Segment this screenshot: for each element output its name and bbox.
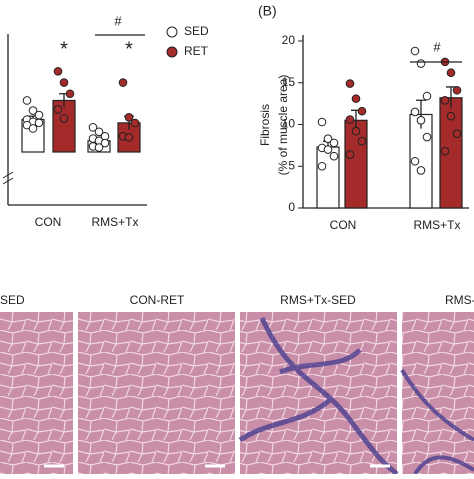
data-point [94, 143, 104, 152]
data-point [345, 79, 355, 88]
data-point [88, 123, 98, 132]
data-point [323, 134, 333, 143]
data-point [329, 138, 339, 148]
y-tick-label: 10 [282, 117, 296, 131]
data-point [317, 161, 327, 171]
data-point [446, 111, 456, 121]
data-point [357, 136, 367, 146]
panel-label: RMS- [445, 293, 474, 307]
data-point [59, 114, 69, 123]
data-point [59, 78, 69, 87]
legend-label: RET [184, 44, 209, 58]
data-point [22, 96, 32, 105]
data-point [345, 150, 355, 159]
data-point [124, 112, 134, 122]
y-axis-label: Fibrosis [258, 104, 272, 146]
panel-label: RMS+Tx-SED [280, 293, 356, 307]
y-tick-label: 15 [282, 75, 296, 89]
panel-label: SED [0, 293, 25, 307]
panel-label: CON-RET [130, 293, 185, 307]
data-point [410, 156, 420, 166]
data-point [410, 107, 420, 117]
data-point [351, 126, 361, 136]
annotation: # [433, 39, 441, 54]
legend-marker [166, 26, 178, 38]
x-tick-label: CON [35, 215, 62, 229]
data-point [357, 106, 367, 116]
data-point [100, 138, 110, 148]
legend-marker [166, 46, 178, 58]
data-point [28, 106, 38, 115]
data-point [28, 124, 38, 133]
data-point [416, 166, 426, 175]
data-point [416, 59, 426, 68]
annotation: # [114, 13, 122, 28]
data-point [440, 95, 450, 105]
data-point [452, 129, 462, 138]
data-point [34, 118, 44, 128]
data-point [53, 67, 63, 76]
data-point [94, 127, 104, 137]
data-point [452, 85, 462, 95]
data-point [130, 118, 140, 128]
micrograph [402, 312, 474, 474]
data-point [65, 89, 75, 99]
data-point [124, 133, 134, 142]
data-point [410, 46, 420, 56]
data-point [351, 94, 361, 103]
data-point [323, 145, 333, 154]
data-point [422, 132, 432, 142]
histology: SED CON-RET RMS+Tx-SED RMS- [0, 293, 474, 476]
data-point [422, 91, 432, 101]
x-tick-label: RMS+Tx [413, 218, 460, 232]
data-point [34, 110, 44, 120]
annotation: * [60, 38, 68, 60]
micrograph [0, 312, 73, 474]
annotation: * [125, 38, 133, 60]
data-point [345, 115, 355, 124]
data-point [446, 68, 456, 78]
data-point [317, 117, 327, 127]
axis-break [2, 171, 14, 185]
y-axis-label: (% of muscle area) [276, 75, 290, 176]
y-tick-label: 5 [288, 158, 295, 172]
x-tick-label: RMS+Tx [91, 215, 138, 229]
data-point [440, 146, 450, 156]
data-point [53, 105, 63, 114]
y-tick-label: 20 [282, 33, 296, 47]
x-tick-label: CON [330, 218, 357, 232]
panel-title: (B) [258, 3, 277, 19]
micrograph [78, 312, 235, 474]
data-point [329, 151, 339, 161]
fibrosis-stain [400, 368, 474, 476]
data-point [416, 116, 426, 125]
y-tick-label: 0 [288, 200, 295, 214]
fibrosis-stain [238, 316, 399, 476]
legend-label: SED [184, 24, 209, 38]
data-point [118, 78, 128, 87]
